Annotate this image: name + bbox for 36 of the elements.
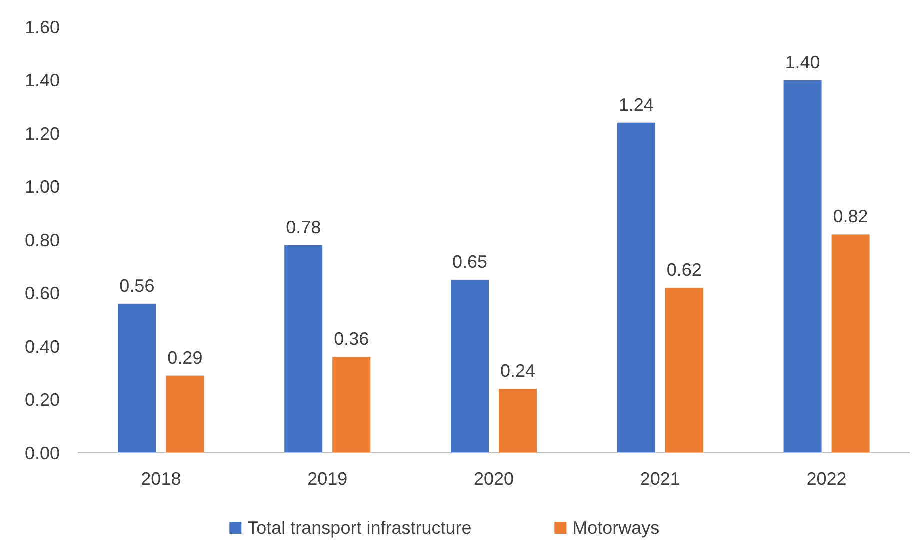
bar [617, 122, 656, 453]
y-tick-label: 1.00 [24, 177, 60, 198]
data-label: 0.24 [500, 361, 536, 382]
y-tick-label: 0.60 [24, 284, 60, 304]
y-tick-label: 1.40 [24, 70, 60, 91]
bar [451, 280, 489, 453]
x-tick-label: 2019 [308, 469, 348, 489]
bar [332, 357, 371, 453]
data-label: 1.40 [785, 52, 820, 72]
data-label: 0.82 [833, 206, 868, 227]
bar [665, 288, 704, 453]
data-label: 0.78 [286, 217, 322, 238]
y-tick-label: 0.40 [24, 336, 60, 357]
bar [832, 234, 870, 453]
x-tick-label: 2018 [141, 469, 182, 489]
bar [784, 80, 822, 453]
y-tick-label: 0.80 [24, 230, 60, 250]
legend-label: Total transport infrastructure [248, 518, 472, 538]
data-label: 0.65 [452, 252, 488, 272]
x-tick-label: 2021 [640, 469, 680, 489]
y-tick-label: 0.00 [24, 443, 60, 464]
data-label: 0.29 [168, 348, 203, 368]
bar [284, 245, 323, 453]
bar [166, 376, 204, 453]
y-tick-label: 1.20 [24, 124, 60, 144]
x-tick-label: 2022 [806, 469, 847, 489]
x-tick-label: 2020 [474, 469, 514, 489]
legend-label: Motorways [572, 518, 660, 538]
data-label: 1.24 [618, 94, 654, 115]
data-label: 0.62 [666, 260, 702, 280]
bar [118, 304, 156, 453]
data-label: 0.36 [334, 329, 370, 350]
y-tick-label: 0.20 [24, 390, 60, 410]
y-tick-label: 1.60 [24, 17, 60, 38]
bar [499, 389, 537, 453]
data-label: 0.56 [120, 276, 155, 296]
